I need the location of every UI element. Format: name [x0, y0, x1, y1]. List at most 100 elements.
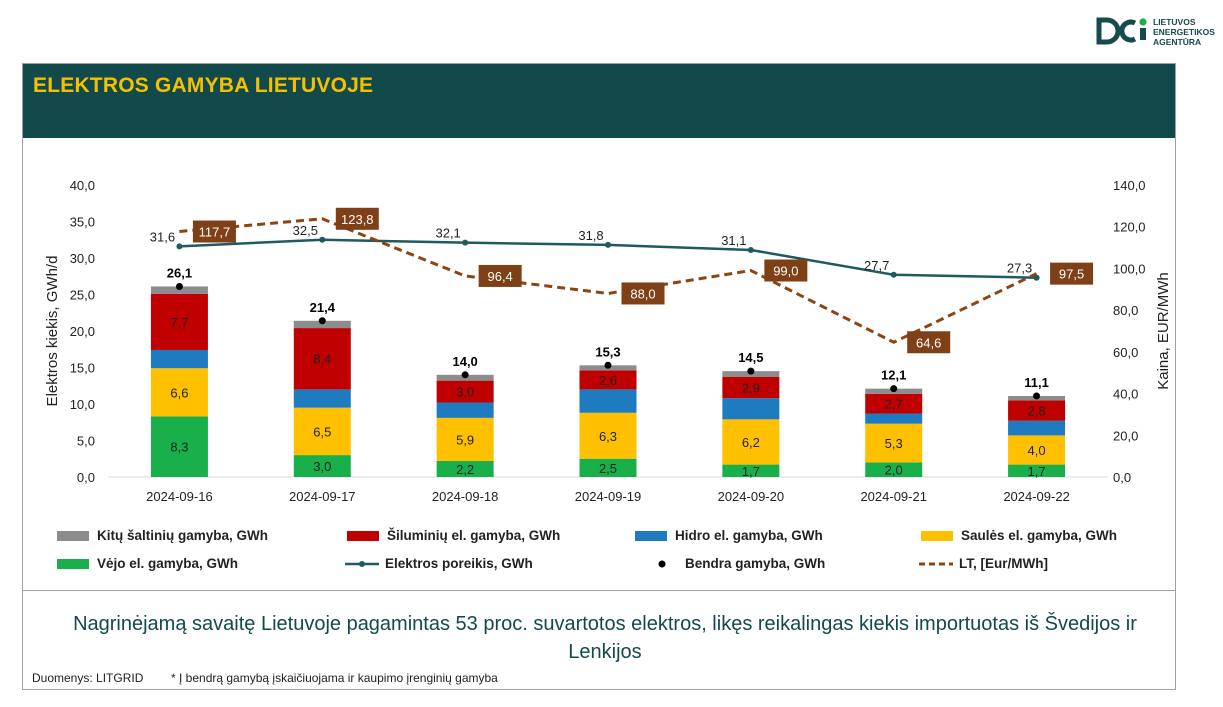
y2-tick-label: 20,0 — [1113, 428, 1138, 443]
y2-tick-label: 140,0 — [1113, 178, 1146, 193]
chart-legend: Kitų šaltinių gamyba, GWh Šiluminių el. … — [23, 522, 1175, 584]
bar-value-label: 8,4 — [313, 352, 331, 367]
demand-marker — [176, 243, 183, 250]
price-label: 99,0 — [773, 264, 798, 279]
demand-marker — [747, 246, 754, 253]
bar-value-label: 3,0 — [456, 385, 474, 400]
legend-wind: Vėjo el. gamyba, GWh — [57, 556, 238, 571]
legend-dashed-swatch — [919, 562, 953, 565]
total-marker — [461, 371, 469, 379]
legend-hydro: Hidro el. gamyba, GWh — [635, 528, 823, 543]
bar-segment — [865, 393, 923, 414]
total-marker — [890, 385, 898, 393]
bar-segment — [722, 419, 780, 465]
total-marker — [175, 282, 183, 290]
bar-segment — [722, 376, 780, 399]
legend-swatch — [347, 530, 379, 541]
bar-segment — [722, 464, 780, 477]
total-marker — [747, 367, 755, 375]
total-label: 21,4 — [310, 300, 336, 315]
bar-segment — [1008, 435, 1066, 465]
bar-segment — [579, 412, 637, 459]
price-label: 117,7 — [199, 225, 231, 240]
demand-marker — [462, 239, 469, 246]
bar-segment — [150, 349, 208, 369]
bar-value-label: 2,7 — [885, 397, 903, 412]
bar-value-label: 8,3 — [170, 440, 188, 455]
bar-segment — [1008, 420, 1066, 436]
bar-value-label: 4,0 — [1028, 443, 1046, 458]
bar-value-label: 7,7 — [170, 315, 188, 330]
legend-thermal: Šiluminių el. gamyba, GWh — [347, 528, 560, 543]
legend-swatch — [635, 530, 667, 541]
y2-tick-label: 120,0 — [1113, 220, 1146, 235]
legend-other: Kitų šaltinių gamyba, GWh — [57, 528, 268, 543]
y-tick-label: 0,0 — [77, 470, 95, 485]
bar-segment — [865, 413, 923, 424]
legend-swatch — [57, 558, 89, 569]
bar-value-label: 2,0 — [885, 463, 903, 478]
bar-segment — [436, 460, 494, 477]
total-label: 15,3 — [595, 344, 620, 359]
bar-value-label: 5,3 — [885, 436, 903, 451]
y2-tick-label: 60,0 — [1113, 345, 1138, 360]
bar-segment — [436, 417, 494, 461]
y-tick-label: 15,0 — [70, 361, 95, 376]
source-text: Duomenys: LITGRID — [32, 671, 144, 685]
price-label: 123,8 — [341, 212, 374, 227]
total-marker — [604, 361, 612, 369]
price-label: 97,5 — [1059, 267, 1084, 282]
y-axis-title: Elektros kiekis, GWh/d — [44, 256, 61, 407]
bar-segment — [722, 398, 780, 420]
y2-tick-label: 0,0 — [1113, 470, 1131, 485]
price-label-box — [335, 207, 379, 230]
demand-label: 32,5 — [293, 223, 318, 238]
bar-segment — [293, 389, 351, 408]
price-label-box — [478, 264, 522, 287]
price-label: 96,4 — [487, 269, 512, 284]
bar-segment — [579, 389, 637, 413]
x-tick-label: 2024-09-18 — [432, 489, 499, 504]
demand-label: 32,1 — [435, 226, 460, 241]
bar-segment — [293, 328, 351, 390]
bar-segment — [865, 462, 923, 477]
divider — [23, 590, 1175, 591]
price-label-box — [621, 282, 665, 305]
demand-marker — [319, 236, 326, 243]
bar-value-label: 6,5 — [313, 424, 331, 439]
y-tick-label: 40,0 — [70, 178, 95, 193]
y-tick-label: 30,0 — [70, 251, 95, 266]
bar-value-label: 2,6 — [599, 373, 617, 388]
price-label: 64,6 — [916, 335, 941, 350]
legend-price: LT, [Eur/MWh] — [919, 556, 1048, 571]
legend-dot-swatch — [658, 560, 666, 567]
bar-segment — [293, 407, 351, 456]
bar-value-label: 2,2 — [456, 462, 474, 477]
x-tick-label: 2024-09-21 — [860, 489, 927, 504]
bar-segment — [1008, 464, 1066, 477]
y-tick-label: 35,0 — [70, 215, 95, 230]
legend-total: Bendra gamyba, GWh — [645, 556, 825, 571]
y-tick-label: 20,0 — [70, 324, 95, 339]
x-tick-label: 2024-09-17 — [289, 489, 356, 504]
price-label-box — [1050, 262, 1094, 285]
y-tick-label: 5,0 — [77, 434, 95, 449]
bar-segment — [150, 368, 208, 417]
bar-segment — [293, 455, 351, 477]
demand-label: 27,7 — [864, 258, 889, 273]
total-marker — [318, 317, 326, 325]
legend-swatch — [921, 530, 953, 541]
total-label: 14,0 — [452, 354, 477, 369]
bar-value-label: 2,5 — [599, 461, 617, 476]
header-banner: ELEKTROS GAMYBA LIETUVOJE — [23, 64, 1175, 138]
bar-value-label: 2,9 — [742, 381, 760, 396]
page-title: ELEKTROS GAMYBA LIETUVOJE — [33, 74, 374, 97]
content-frame — [22, 63, 1176, 690]
y2-axis-title: Kaina, EUR/MWh — [1155, 272, 1172, 390]
total-label: 26,1 — [167, 265, 192, 280]
x-tick-label: 2024-09-22 — [1003, 489, 1070, 504]
demand-label: 31,8 — [578, 228, 603, 243]
total-label: 12,1 — [881, 368, 906, 383]
x-tick-label: 2024-09-19 — [575, 489, 642, 504]
bar-value-label: 1,7 — [1028, 464, 1046, 479]
